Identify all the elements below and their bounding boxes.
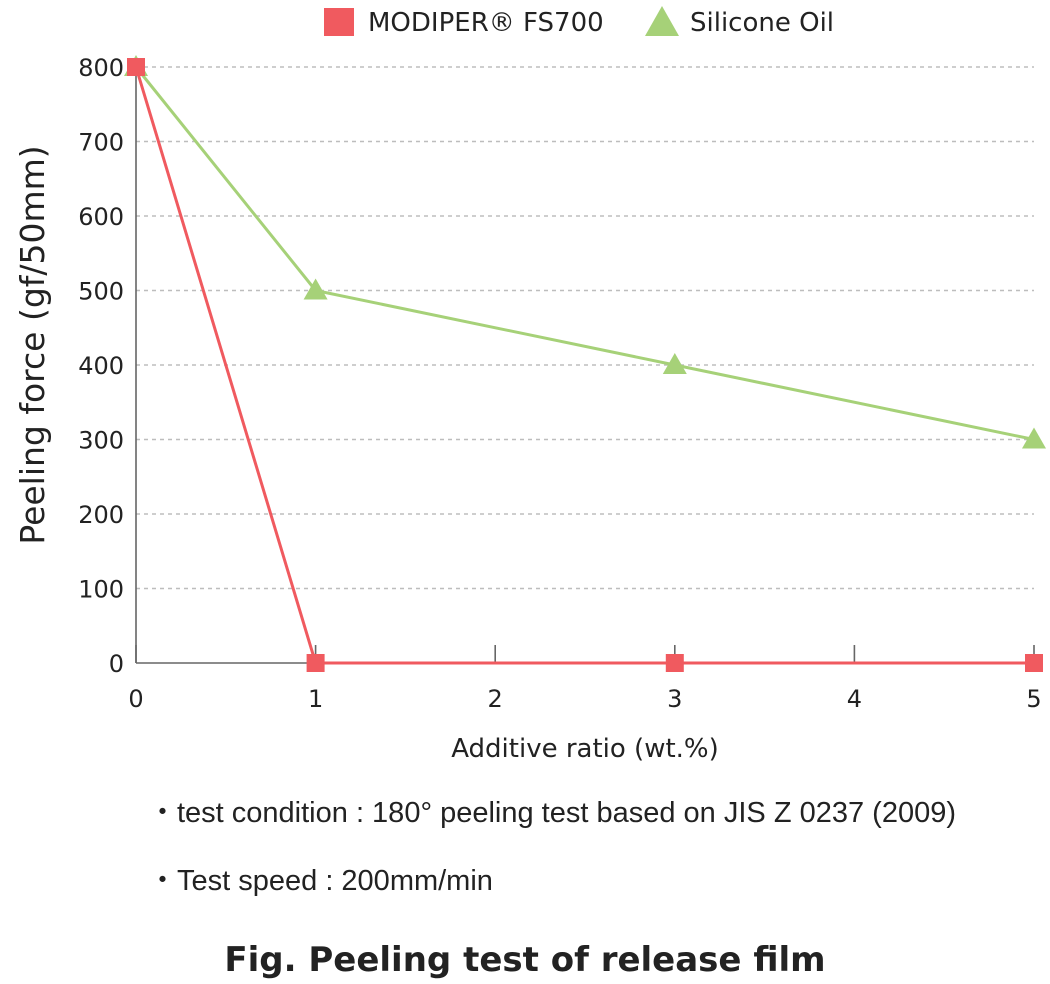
series-markers [124, 55, 1046, 672]
x-axis-label: Additive ratio (wt.%) [451, 734, 719, 764]
x-tick-label-1: 1 [308, 685, 323, 713]
y-tick-label-400: 400 [78, 352, 124, 380]
legend-swatch-silicone-oil [645, 6, 679, 36]
marker-modiper-fs700-3 [1025, 654, 1043, 672]
peeling-force-chart: MODIPER® FS700 Silicone Oil 0100200300400… [13, 6, 1046, 764]
legend-label-modiper-fs700: MODIPER® FS700 [368, 8, 604, 38]
marker-silicone-oil-3 [1022, 427, 1046, 449]
series-lines [134, 66, 1035, 665]
y-tick-label-600: 600 [78, 203, 124, 231]
gridlines [136, 66, 1034, 590]
y-tick-label-0: 0 [109, 650, 124, 678]
marker-silicone-oil-1 [303, 278, 328, 300]
y-tick-label-700: 700 [78, 129, 124, 157]
note-test-speed: ・Test speed : 200mm/min [148, 865, 493, 897]
tick-labels: 0 100 200 300 400 500 600 700 800 0 1 2 3 4 5 [78, 54, 1041, 713]
legend-swatch-modiper-fs700 [324, 8, 354, 36]
marker-silicone-oil-2 [662, 353, 687, 374]
y-tick-label-100: 100 [78, 576, 124, 604]
y-tick-label-300: 300 [78, 427, 124, 455]
y-axis-label: Peeling force (gf/50mm) [13, 145, 52, 544]
x-tick-label-3: 3 [667, 685, 682, 713]
y-tick-label-200: 200 [78, 501, 124, 529]
x-tick-label-2: 2 [488, 685, 503, 713]
figure-caption: Fig. Peeling test of release film [224, 940, 826, 980]
legend: MODIPER® FS700 Silicone Oil [324, 6, 834, 38]
series-line-silicone-oil [134, 66, 1035, 441]
x-tick-label-5: 5 [1026, 685, 1041, 713]
y-tick-label-800: 800 [78, 54, 124, 82]
x-tick-label-0: 0 [128, 685, 143, 713]
series-line-modiper-fs700 [134, 66, 1034, 665]
legend-label-silicone-oil: Silicone Oil [690, 8, 834, 38]
y-tick-label-500: 500 [78, 278, 124, 306]
marker-modiper-fs700-1 [306, 654, 325, 672]
marker-modiper-fs700-0 [127, 58, 145, 76]
x-tick-label-4: 4 [847, 685, 862, 713]
note-test-condition: ・test condition : 180° peeling test base… [148, 797, 956, 829]
marker-modiper-fs700-2 [665, 654, 684, 672]
